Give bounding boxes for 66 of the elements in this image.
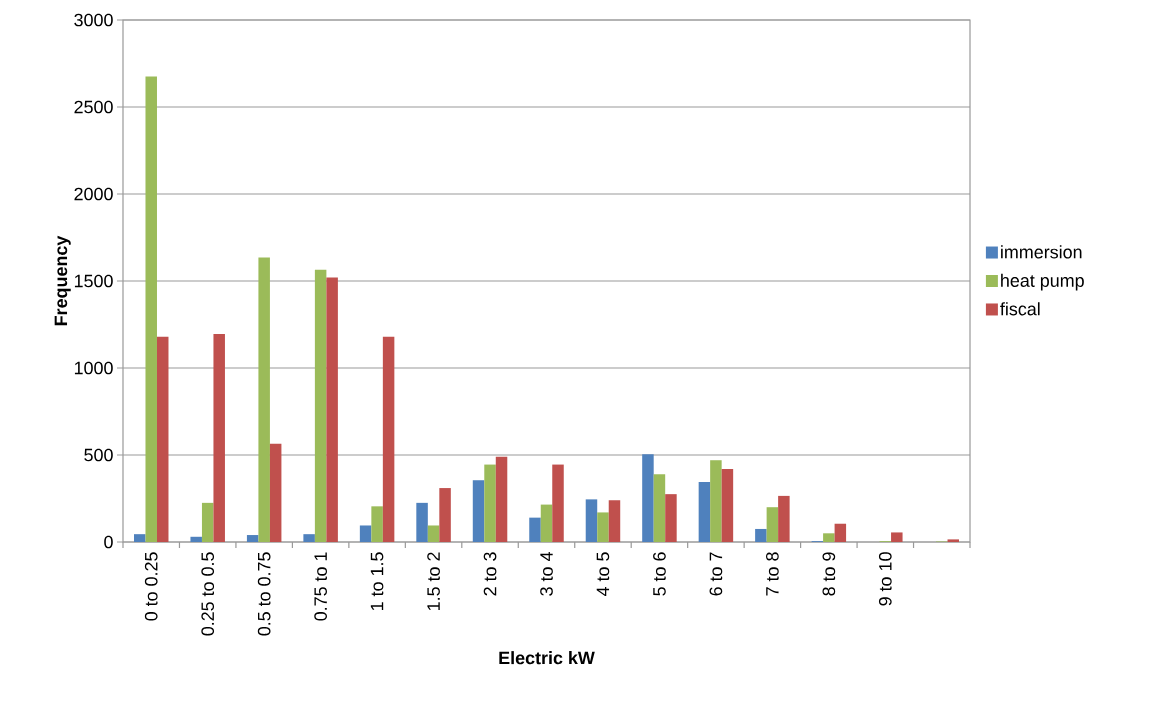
bar: [439, 488, 451, 542]
x-tick-label: 8 to 9: [822, 552, 836, 596]
y-axis-title: Frequency: [54, 235, 71, 326]
bar: [653, 474, 666, 542]
bar: [585, 499, 598, 542]
bar: [947, 539, 960, 542]
bar: [778, 495, 790, 542]
bar: [382, 336, 395, 542]
bar: [314, 269, 327, 542]
bar: [698, 481, 711, 542]
bar: [190, 536, 202, 542]
bar: [834, 523, 847, 542]
bar: [529, 517, 541, 542]
bar: [201, 502, 214, 542]
bar: [258, 257, 270, 542]
bar: [597, 512, 609, 542]
bar: [710, 460, 722, 542]
bar: [472, 480, 485, 542]
x-tick-label: 7 to 8: [766, 552, 779, 596]
x-tick-label: 1.5 to 2: [427, 552, 440, 610]
x-tick-label: 0.5 to 0.75: [257, 552, 271, 636]
legend-label: fiscal: [1000, 302, 1040, 316]
bar: [156, 336, 169, 542]
legend-label: immersion: [1001, 245, 1082, 259]
x-tick-label: 4 to 5: [596, 552, 610, 596]
x-axis-title: Electric kW: [499, 651, 595, 665]
bar: [891, 532, 903, 542]
bar: [246, 535, 259, 542]
bar: [213, 334, 225, 542]
bar: [484, 464, 496, 542]
x-tick-label: 0.25 to 0.5: [201, 552, 215, 636]
y-tick-label: 1000: [74, 361, 113, 375]
x-tick-label: 1 to 1.5: [370, 552, 384, 610]
x-tick-label: 0.75 to 1: [314, 552, 327, 621]
x-tick-label: 5 to 6: [653, 552, 666, 596]
bar: [665, 494, 677, 542]
bar: [766, 507, 779, 542]
bar: [552, 464, 564, 542]
y-tick-label: 0: [104, 535, 113, 549]
x-tick-label: 2 to 3: [483, 552, 497, 596]
bar: [359, 525, 372, 542]
x-tick-label: 3 to 4: [540, 552, 553, 596]
x-tick-label: 6 to 7: [709, 552, 723, 596]
y-tick-label: 1500: [74, 274, 113, 288]
bar: [269, 443, 282, 542]
bar: [823, 533, 835, 542]
y-tick-label: 2500: [74, 100, 113, 114]
bar: [303, 534, 315, 542]
legend-label: heat pump: [1001, 273, 1084, 291]
bar: [145, 76, 157, 542]
bar: [540, 504, 553, 542]
y-tick-label: 500: [84, 448, 113, 462]
bar: [495, 456, 508, 542]
bar: [416, 502, 428, 542]
bar: [427, 525, 440, 542]
x-tick-label: 9 to 10: [878, 552, 892, 606]
bar: [642, 454, 654, 542]
x-tick-label: 0 to 0.25: [144, 552, 158, 621]
bar: [133, 534, 146, 542]
y-tick-label: 2000: [74, 187, 113, 201]
bar: [755, 528, 767, 542]
y-tick-label: 3000: [74, 13, 113, 27]
bar: [326, 277, 338, 542]
bar: [371, 506, 383, 542]
bar: [608, 500, 621, 542]
bar: [721, 468, 734, 542]
